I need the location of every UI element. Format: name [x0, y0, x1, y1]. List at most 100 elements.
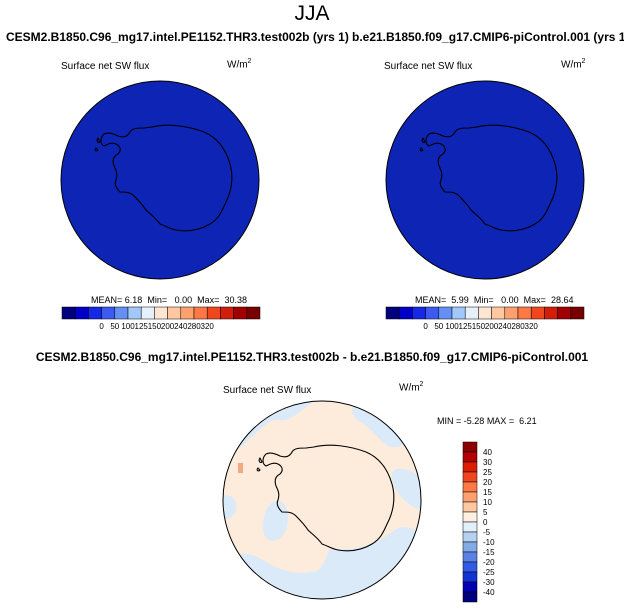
- panel-left-colorbar-box: [114, 306, 129, 320]
- negative-anomaly-region: [262, 500, 288, 541]
- page-title: JJA: [294, 2, 330, 25]
- difference-colorbar-label: 10: [483, 498, 492, 507]
- panel-left-colorbar-box: [220, 306, 234, 320]
- negative-anomaly-region: [391, 468, 421, 510]
- panel-left-colorbar-box: [246, 306, 261, 320]
- panel-left-colorbar-box: [140, 306, 155, 320]
- difference-colorbar-box: [462, 541, 478, 553]
- difference-colorbar-label: -25: [483, 568, 495, 577]
- panel-left-units: W/m2: [227, 58, 252, 71]
- difference-colorbar-label: -15: [483, 548, 495, 557]
- panel-left-map-coastline: [94, 124, 233, 232]
- panel-right-colorbar-label: 125: [459, 322, 473, 331]
- panel-left-variable: Surface net SW flux: [61, 61, 150, 72]
- panel-right-colorbar-box: [544, 306, 558, 320]
- difference-map: [222, 400, 422, 600]
- panel-right-colorbar-box: [438, 306, 453, 320]
- panel-right-colorbar-box: [451, 306, 466, 320]
- panel-left-stats: MEAN= 6.18 Min= 0.00 Max= 30.38: [91, 295, 247, 305]
- panel-right-colorbar-label: 240: [498, 322, 512, 331]
- panel-right-colorbar-label: 100: [445, 322, 459, 331]
- difference-colorbar-box: [462, 521, 478, 533]
- difference-colorbar-box: [462, 561, 478, 573]
- difference-colorbar-box: [462, 491, 478, 503]
- panel-right-colorbar-box: [570, 306, 585, 320]
- difference-colorbar-label: 15: [483, 488, 492, 497]
- panel-right-map-coastline: [419, 124, 558, 232]
- difference-colorbar-label: 0: [483, 518, 488, 527]
- panel-right-colorbar-label: 150: [472, 322, 486, 331]
- difference-map-coastline: [256, 444, 395, 552]
- panel-left-colorbar-label: 200: [161, 322, 175, 331]
- panel-left-map-ocean: [60, 80, 260, 280]
- panel-right-colorbar-box: [557, 306, 572, 320]
- difference-colorbar-box: [462, 441, 478, 453]
- difference-colorbar-label: 5: [483, 508, 488, 517]
- panel-left-colorbar-box: [74, 306, 89, 320]
- negative-anomaly-region: [352, 406, 406, 448]
- panel-left-colorbar-label: 280: [187, 322, 201, 331]
- panel-right-map-ocean: [385, 80, 585, 280]
- panel-right-colorbar-box: [491, 306, 506, 320]
- difference-colorbar-box: [462, 461, 478, 473]
- negative-anomaly-region: [223, 495, 237, 519]
- panel-right-case-title: b.e21.B1850.f09_g17.CMIP6-piControl.001 …: [352, 30, 624, 44]
- panel-right-colorbar-box: [504, 306, 519, 320]
- panel-right-colorbar-box: [412, 306, 426, 320]
- panel-left-colorbar-label: 50: [110, 322, 119, 331]
- panel-right-colorbar-label: 50: [434, 322, 443, 331]
- panel-right-colorbar-label: 0: [423, 322, 428, 331]
- panel-right-colorbar-box: [425, 306, 440, 320]
- difference-colorbar-box: [462, 531, 478, 543]
- difference-colorbar-label: 40: [483, 448, 492, 457]
- panel-right-variable: Surface net SW flux: [384, 61, 473, 72]
- difference-colorbar-box: [462, 501, 478, 513]
- panel-left-colorbar: 0 50 100 125 150 200 240 280 320: [61, 306, 261, 331]
- panel-left-case-title: CESM2.B1850.C96_mg17.intel.PE1152.THR3.t…: [6, 30, 349, 44]
- difference-units: W/m2: [399, 381, 424, 394]
- panel-left-colorbar-box: [206, 306, 221, 320]
- difference-colorbar-label: -40: [483, 588, 495, 597]
- difference-colorbar-label: 30: [483, 458, 492, 467]
- difference-colorbar-label: -10: [483, 538, 495, 547]
- panel-left-colorbar-box: [101, 306, 116, 320]
- panel-left-colorbar-box: [233, 306, 248, 320]
- difference-colorbar-box: [462, 591, 478, 603]
- panel-left-colorbar-label: 100: [121, 322, 135, 331]
- panel-right-colorbar-box: [398, 306, 413, 320]
- panel-left-colorbar-label: 240: [174, 322, 188, 331]
- difference-variable: Surface net SW flux: [223, 385, 312, 396]
- panel-left-colorbar-box: [88, 306, 102, 320]
- panel-right-colorbar-label: 320: [525, 322, 539, 331]
- panel-left-colorbar-box: [193, 306, 208, 320]
- panel-left-colorbar-box: [127, 306, 142, 320]
- panel-left-map: [60, 80, 260, 280]
- panel-right-colorbar-label: 280: [511, 322, 525, 331]
- panel-left-colorbar-box: [61, 306, 76, 320]
- difference-colorbar-label: -5: [483, 528, 491, 537]
- panel-right-colorbar-box: [478, 306, 492, 320]
- difference-colorbar-label: 25: [483, 468, 492, 477]
- difference-colorbar-box: [462, 581, 478, 593]
- difference-colorbar-label: -20: [483, 558, 495, 567]
- panel-left-colorbar-label: 320: [201, 322, 215, 331]
- panel-right-map: [385, 80, 585, 280]
- difference-colorbar-box: [462, 571, 478, 583]
- panel-right-stats: MEAN= 5.99 Min= 0.00 Max= 28.64: [415, 295, 574, 305]
- panel-right-colorbar: 0 50 100 125 150 200 240 280 320: [385, 306, 585, 331]
- difference-colorbar-label: 20: [483, 478, 492, 487]
- difference-colorbar-box: [462, 551, 478, 563]
- difference-colorbar-label: -30: [483, 578, 495, 587]
- panel-left-colorbar-box: [167, 306, 182, 320]
- panel-left-colorbar-box: [154, 306, 168, 320]
- panel-left-colorbar-label: 0: [99, 322, 104, 331]
- panel-right-colorbar-box: [530, 306, 545, 320]
- panel-right-colorbar-box: [385, 306, 400, 320]
- difference-colorbar-box: [462, 471, 478, 483]
- difference-title: CESM2.B1850.C96_mg17.intel.PE1152.THR3.t…: [35, 350, 589, 364]
- panel-right-colorbar-label: 200: [485, 322, 499, 331]
- difference-colorbar-box: [462, 481, 478, 493]
- difference-minmax: MIN = -5.28 MAX = 6.21: [437, 416, 537, 426]
- difference-colorbar-box: [462, 511, 478, 523]
